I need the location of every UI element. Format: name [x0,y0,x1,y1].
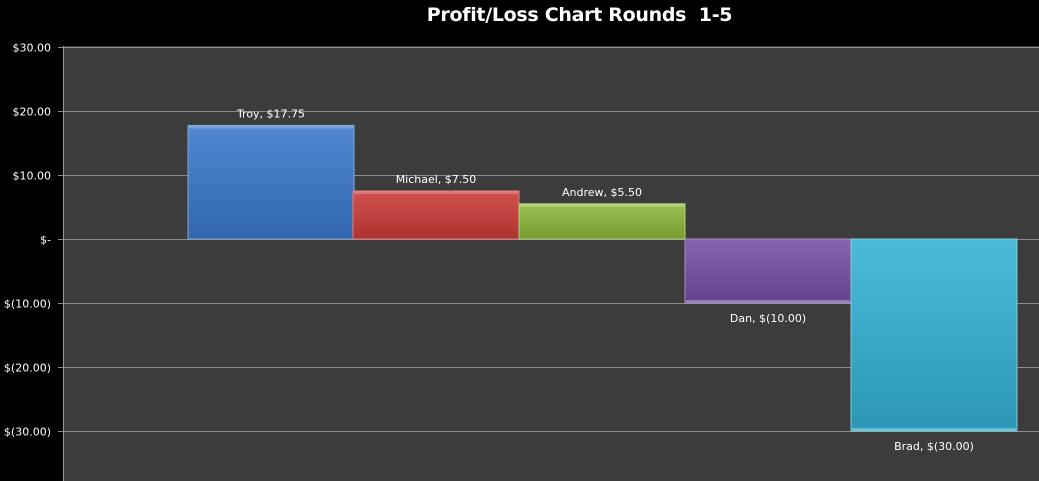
y-tick-label: $10.00 [13,170,52,183]
y-tick-label: $(30.00) [4,426,51,439]
bar-bevel [354,191,518,194]
y-tick-label: $30.00 [13,42,52,55]
bar-bevel [189,125,353,129]
data-label-andrew: Andrew, $5.50 [562,186,642,199]
y-tick-label: $(20.00) [4,362,51,375]
data-label-brad: Brad, $(30.00) [894,440,974,453]
bar-andrew [518,203,686,240]
data-label-troy: Troy, $17.75 [236,107,305,120]
chart-title: Profit/Loss Chart Rounds 1-5 [426,4,733,26]
bar-bevel [686,300,850,303]
y-tick-label: $- [40,234,51,247]
data-label-michael: Michael, $7.50 [396,173,477,186]
bar-bevel [852,428,1016,431]
y-tick-label: $20.00 [13,106,52,119]
bar-michael [352,190,520,240]
bar-dan [684,238,852,304]
bar-troy [187,124,355,240]
bar-bevel [520,203,684,207]
data-label-dan: Dan, $(10.00) [730,312,806,325]
y-tick-label: $(10.00) [4,298,51,311]
bar-brad [850,238,1018,432]
